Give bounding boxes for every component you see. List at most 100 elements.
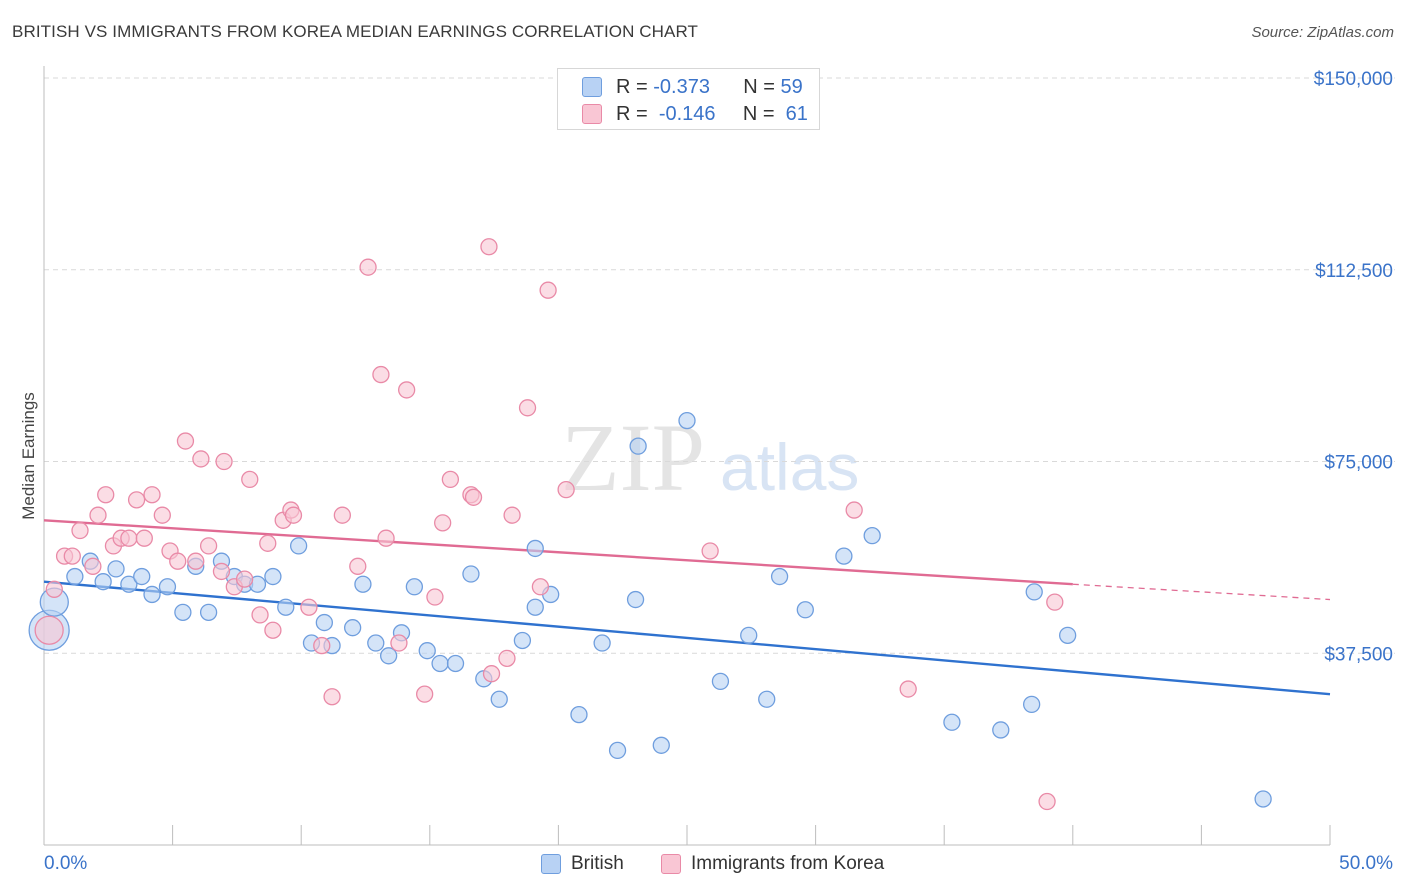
y-tick-label-1: $75,000 (1324, 453, 1393, 474)
british-point-36 (526, 598, 544, 616)
korea-point-13 (143, 486, 161, 504)
korea-point-32 (300, 598, 318, 616)
n-label: N = (742, 102, 775, 125)
korea-r-value: -0.146 (658, 102, 716, 125)
korea-point-28 (264, 621, 282, 639)
watermark-atlas: atlas (720, 430, 859, 504)
british-point-35 (513, 631, 532, 650)
y-tick-label-0: $37,500 (1324, 644, 1393, 665)
korea-point-1 (45, 580, 63, 598)
british-point-2 (66, 567, 84, 586)
korea-point-35 (333, 506, 352, 524)
n-label: N = (743, 75, 775, 98)
axes (43, 66, 1331, 846)
korea-point-41 (398, 381, 416, 399)
british-point-23 (343, 619, 362, 637)
korea-point-3 (63, 547, 81, 565)
korea-point-14 (153, 506, 171, 524)
korea-point-53 (531, 578, 550, 596)
korea-point-0 (34, 615, 64, 645)
korea-point-26 (251, 606, 269, 624)
british-point-10 (174, 603, 192, 621)
korea-point-19 (192, 450, 210, 468)
tick-labels: $37,500 $75,000 $112,500 $150,000 0.0% 50.0% (44, 69, 1393, 874)
korea-point-27 (259, 534, 277, 552)
korea-point-37 (359, 258, 377, 276)
legend-row-british: R = -0.373 N = 59 (582, 75, 803, 99)
korea-point-12 (135, 529, 153, 547)
british-swatch (582, 77, 602, 97)
british-point-50 (796, 601, 814, 619)
british-n-value: 59 (780, 75, 803, 98)
korea-point-54 (539, 281, 557, 299)
korea-legend-swatch (661, 854, 681, 874)
korea-point-36 (349, 557, 367, 575)
british-point-32 (462, 565, 480, 583)
x-tick-label-max: 50.0% (1339, 853, 1393, 874)
british-point-4 (94, 573, 112, 591)
korea-point-55 (557, 480, 575, 499)
gridlines (44, 77, 1395, 654)
british-point-57 (1059, 626, 1077, 645)
british-point-40 (593, 634, 611, 652)
british-point-58 (1254, 790, 1272, 808)
british-point-31 (446, 654, 465, 673)
korea-point-43 (426, 588, 444, 606)
korea-swatch (582, 104, 602, 124)
korea-point-16 (169, 552, 187, 570)
source-credit: Source: ZipAtlas.com (1251, 24, 1394, 41)
y-tick-label-2: $112,500 (1315, 261, 1393, 282)
stats-legend: R = -0.373 N = 59 R = -0.146 N = 61 (557, 68, 820, 130)
british-r-value: -0.373 (653, 75, 710, 98)
korea-point-50 (498, 649, 516, 668)
korea-point-40 (390, 634, 408, 652)
british-point-37 (526, 539, 544, 558)
korea-point-5 (84, 557, 102, 575)
british-point-49 (770, 567, 789, 586)
korea-point-38 (372, 365, 390, 384)
korea-point-21 (212, 562, 231, 581)
british-legend-swatch (541, 854, 561, 874)
korea-point-4 (71, 521, 89, 540)
r-label: R = (616, 102, 648, 125)
chart-title: BRITISH VS IMMIGRANTS FROM KOREA MEDIAN … (12, 22, 699, 41)
british-point-21 (315, 613, 333, 632)
british-point-43 (629, 437, 647, 455)
british-point-8 (143, 585, 161, 604)
trend-lines (43, 519, 1331, 696)
korea-point-49 (482, 665, 501, 683)
british-point-18 (277, 598, 295, 616)
korea-point-10 (120, 529, 138, 547)
british-point-28 (405, 578, 424, 596)
korea-point-59 (1038, 792, 1056, 811)
korea-point-56 (701, 542, 719, 560)
korea-point-57 (845, 501, 863, 519)
british-point-41 (608, 741, 627, 760)
british-point-5 (107, 560, 125, 578)
british-point-26 (379, 647, 398, 665)
british-point-48 (758, 690, 776, 708)
british-point-56 (1025, 583, 1043, 601)
korea-point-58 (899, 680, 917, 698)
legend-row-korea: R = -0.146 N = 61 (582, 102, 808, 126)
x-tick-label-min: 0.0% (44, 853, 87, 874)
british-trend-line (43, 580, 1331, 696)
korea-point-42 (416, 685, 434, 703)
korea-point-22 (215, 452, 233, 471)
watermark: ZIP atlas (561, 404, 859, 511)
legend-item-korea[interactable]: Immigrants from Korea (661, 852, 884, 876)
british-point-44 (652, 736, 670, 754)
british-point-55 (1022, 695, 1041, 714)
korea-point-39 (377, 529, 395, 547)
korea-n-value: 61 (785, 102, 808, 125)
korea-point-44 (434, 514, 452, 532)
british-point-34 (490, 690, 508, 708)
british-point-54 (992, 721, 1010, 739)
british-point-52 (863, 526, 881, 545)
british-point-47 (740, 626, 758, 645)
legend-item-british[interactable]: British (541, 852, 624, 876)
korea-point-20 (199, 537, 218, 555)
british-point-42 (626, 590, 645, 609)
r-label: R = (616, 75, 648, 98)
data-points (28, 238, 1272, 811)
